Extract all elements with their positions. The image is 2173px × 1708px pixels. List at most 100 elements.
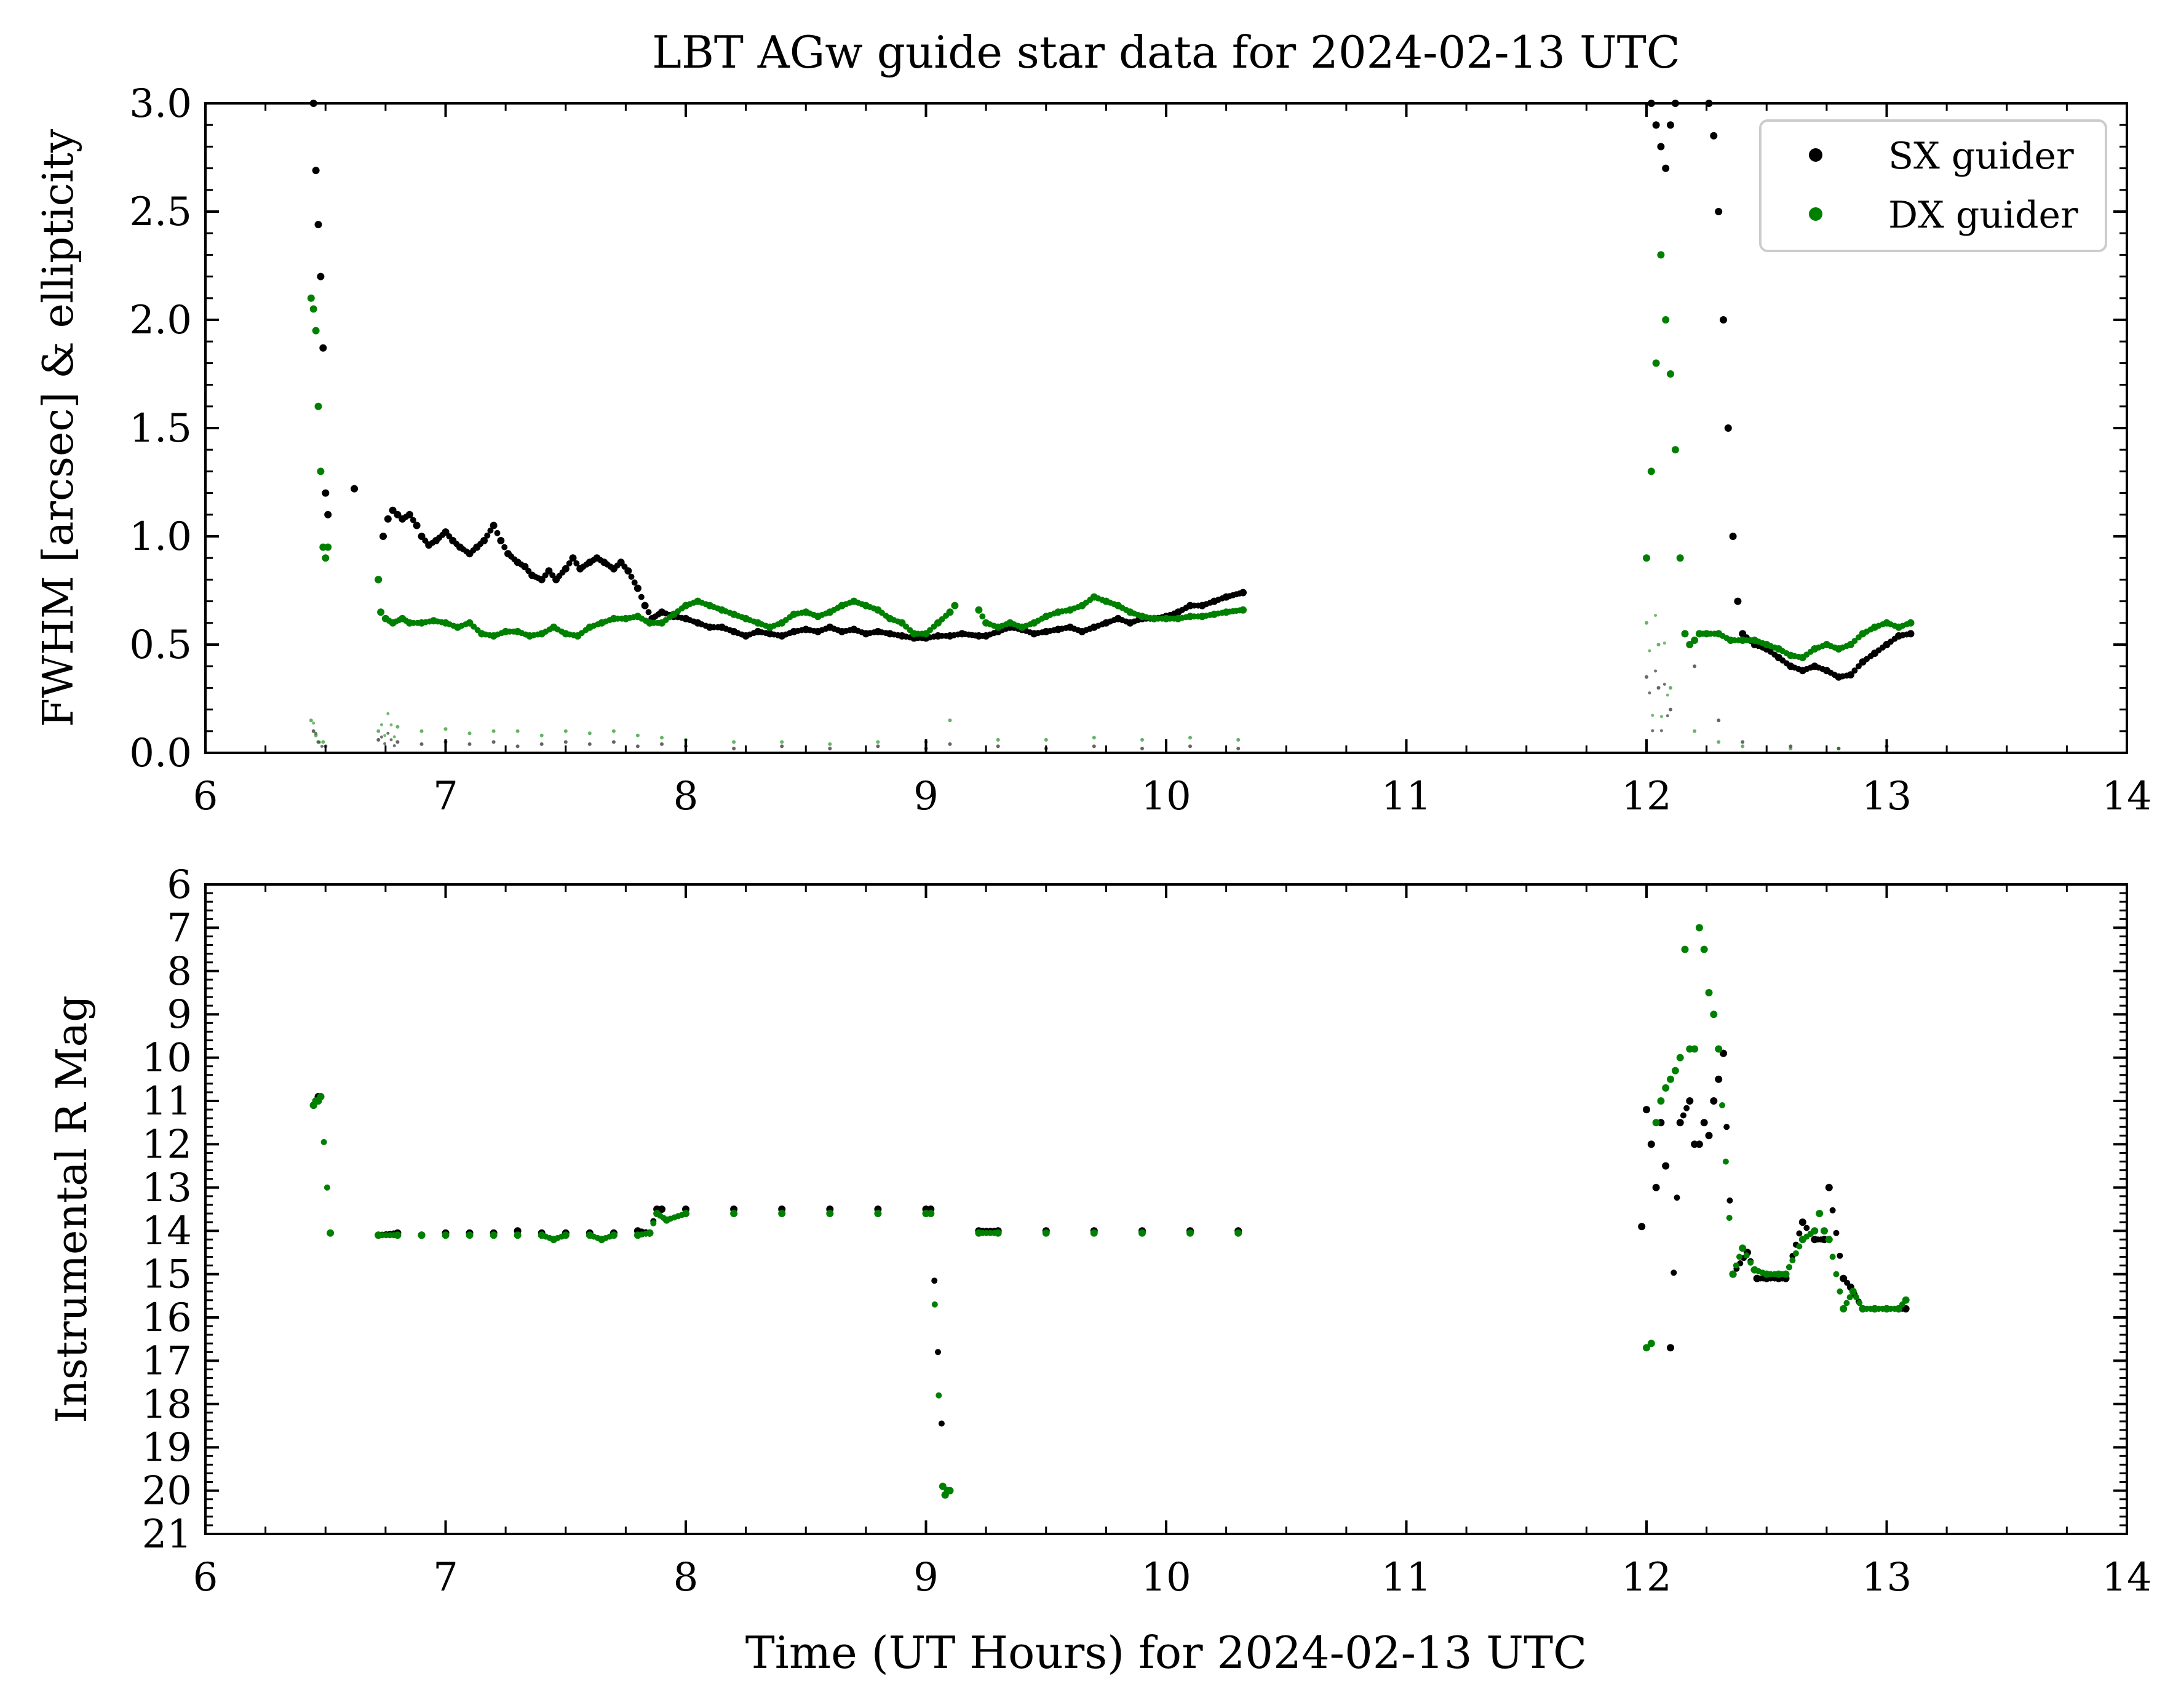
fwhm-point-sx-fwhm xyxy=(319,344,327,352)
mag-y-tick-label: 11 xyxy=(142,1079,192,1124)
mag-y-tick-label: 7 xyxy=(167,905,192,951)
legend: SX guider DX guider xyxy=(1759,119,2107,252)
fwhm-x-tick-label: 14 xyxy=(2102,774,2151,819)
fwhm-point-dx-ellipticity xyxy=(635,733,640,737)
fwhm-point-sx-ellipticity xyxy=(419,742,424,746)
mag-point-sx xyxy=(1662,1162,1670,1170)
fwhm-point-dx-ellipticity xyxy=(1741,744,1745,749)
mag-point-dx xyxy=(1747,1259,1754,1266)
fwhm-point-dx-fwhm xyxy=(375,576,383,584)
fwhm-point-dx-fwhm xyxy=(1851,638,1858,645)
mag-point-dx xyxy=(730,1210,738,1217)
mag-point-dx xyxy=(1792,1250,1799,1257)
fwhm-point-dx-ellipticity xyxy=(1188,736,1192,740)
fwhm-point-dx-fwhm xyxy=(1686,641,1694,648)
fwhm-x-tick-label: 13 xyxy=(1862,774,1912,819)
fwhm-point-dx-fwhm xyxy=(1657,251,1665,259)
fwhm-point-dx-fwhm xyxy=(1681,630,1689,638)
fwhm-point-dx-ellipticity xyxy=(948,718,952,723)
fwhm-point-dx-ellipticity xyxy=(1236,737,1241,742)
fwhm-y-tick-label: 2.5 xyxy=(129,189,192,235)
mag-point-sx xyxy=(1667,1344,1674,1352)
mag-point-dx xyxy=(927,1210,935,1217)
fwhm-point-sx-ellipticity xyxy=(392,744,396,747)
mag-point-dx xyxy=(1796,1243,1803,1250)
fwhm-point-dx-ellipticity xyxy=(876,740,880,744)
fwhm-point-sx-ellipticity xyxy=(1656,686,1661,690)
fwhm-point-dx-ellipticity xyxy=(1669,686,1672,690)
mag-y-tick-label: 20 xyxy=(142,1469,192,1514)
fwhm-x-tick-label: 7 xyxy=(433,774,458,819)
fwhm-point-sx-ellipticity xyxy=(1669,707,1672,712)
fwhm-point-dx-ellipticity xyxy=(1648,649,1651,653)
fwhm-point-sx-ellipticity xyxy=(948,742,952,746)
fwhm-point-sx-fwhm xyxy=(314,221,322,229)
fwhm-point-sx-ellipticity xyxy=(491,740,496,744)
mag-point-dx xyxy=(1138,1229,1146,1237)
mag-point-dx xyxy=(1811,1227,1819,1235)
fwhm-point-sx-ellipticity xyxy=(311,729,316,733)
mag-point-dx xyxy=(1671,1067,1679,1074)
fwhm-point-dx-ellipticity xyxy=(395,725,400,729)
fwhm-point-dx-fwhm xyxy=(314,402,322,410)
mag-point-dx xyxy=(442,1231,450,1239)
mag-point-dx xyxy=(418,1231,426,1239)
mag-point-sx xyxy=(1825,1183,1833,1191)
fwhm-point-dx-fwhm xyxy=(1691,637,1699,644)
mag-y-tick-label: 12 xyxy=(142,1122,192,1167)
mag-point-dx xyxy=(1681,945,1689,953)
fwhm-y-tick-label: 0.0 xyxy=(129,731,192,776)
x-axis-label: Time (UT Hours) for 2024-02-13 UTC xyxy=(745,1627,1587,1678)
mag-point-sx xyxy=(1638,1223,1646,1231)
fwhm-point-sx-ellipticity xyxy=(379,735,383,739)
fwhm-point-sx-fwhm xyxy=(324,510,332,518)
mag-point-dx xyxy=(1652,1119,1660,1127)
fwhm-point-sx-fwhm xyxy=(1851,667,1858,674)
mag-point-sx xyxy=(1652,1183,1660,1191)
mag-point-sx xyxy=(1674,1194,1680,1201)
fwhm-y-tick-label: 2.0 xyxy=(129,298,192,343)
fwhm-point-dx-fwhm xyxy=(1676,554,1684,562)
mag-y-tick-label: 10 xyxy=(142,1036,192,1081)
fwhm-point-sx-fwhm xyxy=(1667,121,1674,129)
mag-point-dx xyxy=(1829,1253,1836,1260)
fwhm-point-sx-ellipticity xyxy=(320,745,324,748)
fwhm-point-dx-ellipticity xyxy=(539,733,544,737)
fwhm-point-sx-fwhm xyxy=(1846,671,1854,679)
mag-y-tick-label: 16 xyxy=(142,1295,192,1341)
mag-point-dx xyxy=(778,1210,786,1217)
fwhm-point-sx-fwhm xyxy=(389,506,397,514)
mag-point-dx xyxy=(931,1301,938,1308)
fwhm-point-sx-ellipticity xyxy=(1717,718,1721,723)
mag-point-dx xyxy=(1705,989,1713,996)
fwhm-point-sx-fwhm xyxy=(573,560,580,566)
fwhm-point-sx-fwhm xyxy=(394,510,402,518)
fwhm-point-dx-fwhm xyxy=(1667,370,1674,378)
fwhm-point-sx-fwhm xyxy=(413,522,421,530)
mag-point-sx xyxy=(658,1206,665,1213)
fwhm-point-dx-ellipticity xyxy=(1663,641,1666,645)
mag-x-tick-label: 11 xyxy=(1381,1555,1431,1600)
fwhm-point-dx-ellipticity xyxy=(1717,740,1721,744)
mag-point-dx xyxy=(1843,1300,1850,1306)
magnitude-markers xyxy=(309,924,1910,1499)
fwhm-point-sx-fwhm xyxy=(480,537,488,544)
mag-point-sx xyxy=(1803,1225,1810,1231)
mag-point-dx xyxy=(394,1231,402,1239)
mag-point-dx xyxy=(1667,1075,1674,1083)
mag-point-sx xyxy=(1840,1274,1848,1282)
mag-point-dx xyxy=(650,1220,657,1226)
fwhm-point-dx-fwhm xyxy=(1652,359,1660,367)
fwhm-point-sx-ellipticity xyxy=(1236,747,1241,750)
mag-point-sx xyxy=(1720,1049,1727,1057)
mag-y-tick-label: 18 xyxy=(142,1382,192,1428)
fwhm-point-sx-fwhm xyxy=(641,602,649,610)
mag-point-dx xyxy=(1782,1270,1790,1278)
fwhm-point-dx-fwhm xyxy=(927,627,933,634)
fwhm-point-sx-ellipticity xyxy=(732,747,736,750)
mag-point-sx xyxy=(1700,1119,1708,1127)
fwhm-point-dx-ellipticity xyxy=(1837,747,1841,750)
fwhm-point-dx-ellipticity xyxy=(1693,729,1697,733)
fwhm-point-sx-ellipticity xyxy=(660,742,664,746)
mag-point-dx xyxy=(320,1138,327,1145)
